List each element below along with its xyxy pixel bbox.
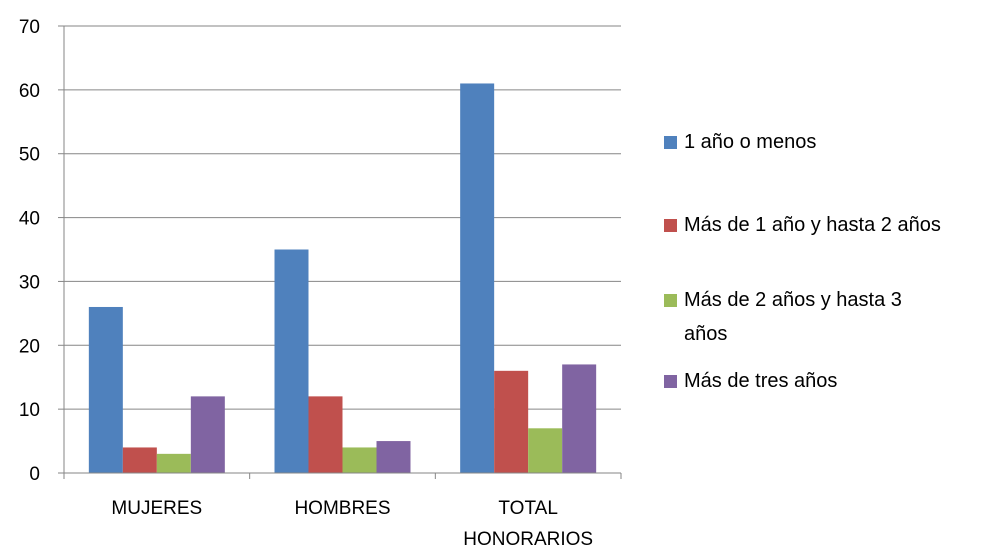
bar-3-mujeres xyxy=(156,453,191,473)
bar-4-total-honorarios xyxy=(562,364,597,473)
y-axis: 0 10 20 30 40 50 60 70 xyxy=(19,17,65,485)
legend-label: 1 año o menos xyxy=(684,131,816,153)
y-tick-label: 30 xyxy=(19,272,40,293)
bars xyxy=(88,83,597,473)
bar-3-hombres xyxy=(342,447,377,473)
y-tick-label: 60 xyxy=(19,81,40,102)
legend-label: Más de 2 años y hasta 3 xyxy=(684,289,902,311)
legend-label: Más de tres años xyxy=(684,370,837,392)
x-category-label: TOTAL xyxy=(498,498,557,519)
y-tick-label: 50 xyxy=(19,145,40,166)
legend: 1 año o menos Más de 1 año y hasta 2 años… xyxy=(664,131,941,392)
legend-label: años xyxy=(684,323,727,345)
legend-swatch xyxy=(664,136,677,149)
gridlines xyxy=(64,25,621,474)
x-category-label: MUJERES xyxy=(111,498,202,519)
y-tick-label: 0 xyxy=(29,464,40,485)
legend-label: Más de 1 año y hasta 2 años xyxy=(684,214,941,236)
x-category-label: HONORARIOS xyxy=(463,529,593,550)
bar-4-hombres xyxy=(376,441,411,473)
x-axis: MUJERES HOMBRES TOTAL HONORARIOS xyxy=(63,472,622,550)
bar-2-total-honorarios xyxy=(494,370,529,473)
y-tick-label: 10 xyxy=(19,400,40,421)
bar-1-hombres xyxy=(274,249,309,473)
bar-3-total-honorarios xyxy=(528,428,563,473)
bar-1-mujeres xyxy=(88,306,123,473)
y-tick-label: 20 xyxy=(19,336,40,357)
bar-2-hombres xyxy=(308,396,343,473)
y-tick-label: 40 xyxy=(19,209,40,230)
bar-2-mujeres xyxy=(122,447,157,473)
x-category-label: HOMBRES xyxy=(294,498,390,519)
bar-4-mujeres xyxy=(190,396,225,473)
legend-swatch xyxy=(664,375,677,388)
y-tick-label: 70 xyxy=(19,17,40,38)
legend-swatch xyxy=(664,219,677,232)
bar-1-total-honorarios xyxy=(460,83,495,473)
legend-swatch xyxy=(664,294,677,307)
